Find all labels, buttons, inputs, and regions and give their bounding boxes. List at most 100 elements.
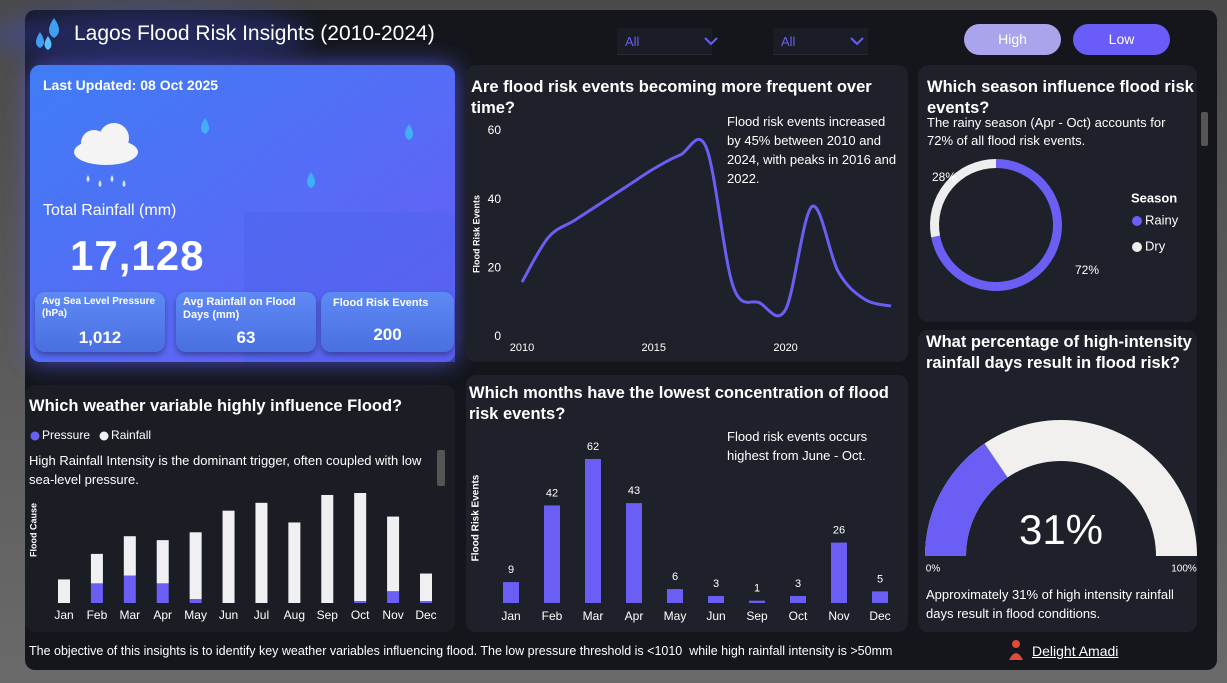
- bar: [831, 542, 847, 603]
- bar-segment: [156, 540, 169, 584]
- bar-segment: [420, 573, 432, 602]
- kpi-label: Total Rainfall (mm): [43, 202, 177, 219]
- chart-title: What percentage of high-intensity rainfa…: [926, 333, 1192, 373]
- line-series: [520, 138, 892, 318]
- last-updated: Last Updated: 08 Oct 2025: [43, 77, 219, 93]
- x-tick-label: Dec: [415, 608, 436, 622]
- legend-label: Dry: [1145, 238, 1166, 253]
- bar: [708, 596, 724, 603]
- data-label: 43: [628, 485, 640, 497]
- filter-button[interactable]: High: [964, 24, 1061, 55]
- x-tick-label: Jul: [254, 608, 269, 622]
- drop-icons: [201, 118, 413, 188]
- filter-dropdown[interactable]: All: [773, 28, 868, 55]
- x-tick-label: 2015: [642, 342, 666, 354]
- bar: [790, 596, 806, 603]
- line-panel: [466, 65, 908, 362]
- x-tick-label: Nov: [382, 608, 403, 622]
- months-panel: [466, 375, 908, 632]
- x-tick-label: Aug: [284, 608, 305, 622]
- subtitle: The rainy season (Apr - Oct) accounts fo…: [927, 115, 1166, 149]
- legend-label: Rainfall: [111, 428, 151, 442]
- bar: [749, 600, 765, 603]
- bar-segment: [387, 591, 400, 603]
- kpi-card-value: 200: [373, 325, 402, 344]
- x-tick-label: 2010: [510, 342, 534, 354]
- legend-marker: [1132, 216, 1142, 226]
- annotation: Flood risk events occurs highest from Ju…: [727, 429, 868, 463]
- author-icon: [1009, 640, 1023, 660]
- annotation: Flood risk events increased by 45% betwe…: [727, 114, 897, 186]
- filter-dropdown[interactable]: All: [617, 28, 718, 55]
- x-tick-label: Nov: [828, 609, 849, 623]
- data-label: 1: [754, 583, 760, 595]
- y-axis-label: Flood Risk Events: [471, 195, 481, 273]
- gauge-min-label: 0%: [926, 564, 941, 575]
- scrollbar: [437, 450, 445, 486]
- bar-segment: [123, 575, 136, 603]
- legend-title: Season: [1131, 190, 1177, 205]
- kpi-card-value: 1,012: [78, 328, 122, 347]
- data-label: 3: [795, 578, 801, 590]
- bar-segment: [58, 579, 70, 603]
- bar-segment: [255, 502, 268, 603]
- chart-title: Are flood risk events becoming more freq…: [471, 78, 872, 118]
- bar-segment: [354, 601, 367, 603]
- gauge-max-label: 100%: [1171, 564, 1197, 575]
- footer-note: The objective of this insights is to ide…: [29, 644, 893, 658]
- donut-panel: [918, 65, 1197, 322]
- x-tick-label: Jan: [54, 608, 73, 622]
- author-link[interactable]: Delight Amadi: [1032, 643, 1119, 659]
- bar-segment: [288, 522, 301, 603]
- bar: [585, 459, 601, 603]
- bar-segment: [354, 493, 367, 602]
- bar-segment: [189, 599, 202, 603]
- x-tick-label: May: [664, 609, 687, 623]
- x-tick-label: Sep: [317, 608, 339, 622]
- kpi-value: 17,128: [70, 232, 205, 279]
- data-label: 42: [546, 487, 558, 499]
- chevron: [850, 37, 864, 46]
- gauge-value: [925, 443, 1008, 556]
- annotation: High Rainfall Intensity is the dominant …: [29, 453, 422, 487]
- y-tick-label: 20: [488, 261, 502, 275]
- gauge-panel: [918, 330, 1197, 632]
- x-tick-label: Sep: [746, 609, 768, 623]
- kpi-card-value: 63: [236, 328, 256, 347]
- bar-segment: [387, 516, 400, 592]
- bar-segment: [90, 583, 103, 603]
- x-tick-label: Mar: [119, 608, 140, 622]
- scrollbar: [1201, 112, 1208, 146]
- data-label: 6: [672, 571, 678, 583]
- filter-value: All: [625, 34, 640, 49]
- bar: [626, 503, 642, 603]
- x-tick-label: Oct: [789, 609, 808, 623]
- data-label: 28%: [932, 170, 956, 184]
- y-tick-label: 0: [494, 329, 501, 343]
- x-tick-label: Jan: [501, 609, 520, 623]
- filter-button[interactable]: Low: [1073, 24, 1170, 55]
- bar-segment: [189, 532, 202, 600]
- y-tick-label: 60: [488, 123, 502, 137]
- bar-segment: [123, 536, 136, 576]
- legend-marker: [1132, 242, 1142, 252]
- logo: [36, 18, 59, 50]
- x-tick-label: Feb: [542, 609, 563, 623]
- data-label: 3: [713, 578, 719, 590]
- kpi-card-label: Avg Sea Level Pressure (hPa): [42, 296, 156, 319]
- chevron: [704, 37, 718, 46]
- data-label: 9: [508, 564, 514, 576]
- legend-marker: [30, 431, 40, 441]
- y-axis-label: Flood Risk Events: [471, 474, 482, 561]
- cloud-icon: [74, 123, 138, 187]
- chart-title: Which season influence flood risk events…: [927, 78, 1194, 118]
- kpi-card: Avg Rainfall on Flood Days (mm) 63: [176, 292, 316, 352]
- kpi-card-label: Avg Rainfall on Flood Days (mm): [183, 296, 296, 322]
- x-tick-label: May: [184, 608, 207, 622]
- gauge-track: [925, 420, 1197, 556]
- bar-segment: [156, 583, 169, 603]
- x-tick-label: Dec: [869, 609, 890, 623]
- chart-title: Which weather variable highly influence …: [29, 397, 403, 415]
